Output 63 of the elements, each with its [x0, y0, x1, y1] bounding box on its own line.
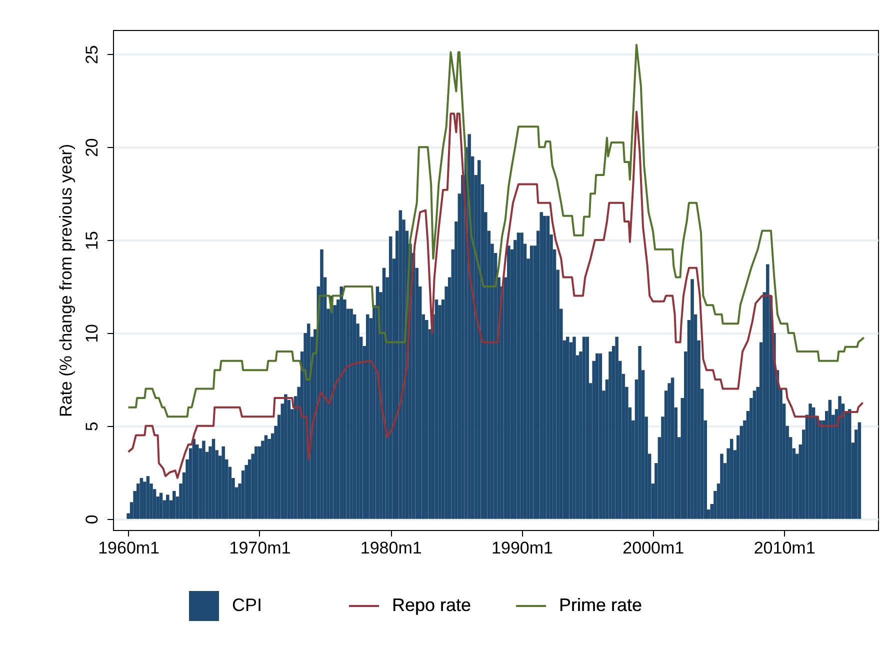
bar	[858, 422, 862, 519]
y-tick-label: 0	[82, 514, 102, 524]
x-tick-label: 1990m1	[492, 538, 553, 558]
legend-label: Repo rate	[392, 595, 472, 615]
y-axis-title: Rate (% change from previous year)	[56, 144, 76, 418]
bar	[615, 336, 618, 519]
line-series	[127, 44, 865, 418]
bar	[596, 353, 599, 519]
bar	[766, 264, 770, 519]
bar	[752, 390, 756, 519]
y-tick-label: 15	[82, 231, 102, 250]
bar	[507, 246, 510, 519]
bar	[808, 404, 812, 519]
bar	[166, 494, 170, 519]
bar	[818, 420, 822, 519]
bar	[530, 246, 534, 519]
bar	[546, 216, 550, 519]
bar	[284, 394, 288, 519]
bar	[140, 478, 144, 519]
bar	[586, 336, 589, 519]
bar	[172, 490, 176, 519]
bar	[670, 378, 674, 519]
x-tick-label: 1960m1	[98, 538, 160, 558]
bar	[598, 353, 602, 519]
bar	[582, 336, 586, 519]
bar	[543, 216, 546, 519]
bar	[212, 438, 216, 519]
x-tick-label: 2010m1	[754, 538, 816, 558]
bar	[730, 438, 734, 519]
bar	[192, 438, 196, 519]
bar	[222, 446, 225, 519]
x-tick-label: 1970m1	[229, 538, 291, 558]
y-tick-label: 10	[82, 324, 102, 343]
bar	[146, 476, 150, 519]
y-tick-label: 20	[82, 138, 102, 158]
bar	[434, 300, 438, 519]
bar	[254, 446, 258, 519]
bar	[638, 346, 642, 519]
bar	[848, 409, 852, 519]
bar	[350, 308, 353, 519]
bar	[566, 336, 570, 519]
legend-label: Prime rate	[559, 595, 642, 615]
bar	[812, 407, 816, 519]
bar	[828, 400, 832, 519]
bar	[366, 314, 370, 519]
bar	[690, 279, 694, 519]
y-tick-label: 5	[82, 422, 102, 432]
x-tick-label: 2000m1	[622, 538, 684, 558]
bar	[202, 440, 206, 519]
bar	[159, 492, 163, 519]
bar	[320, 249, 324, 519]
bar	[520, 232, 524, 519]
y-tick-label: 25	[82, 45, 102, 64]
bar	[516, 232, 520, 519]
bar	[264, 435, 268, 519]
line-series	[127, 110, 864, 479]
bar	[838, 396, 842, 519]
bar	[572, 336, 576, 519]
x-tick-label: 1980m1	[360, 538, 422, 558]
bar	[540, 212, 544, 519]
bar	[720, 454, 724, 519]
legend-label: CPI	[232, 595, 262, 615]
bar	[388, 236, 392, 519]
